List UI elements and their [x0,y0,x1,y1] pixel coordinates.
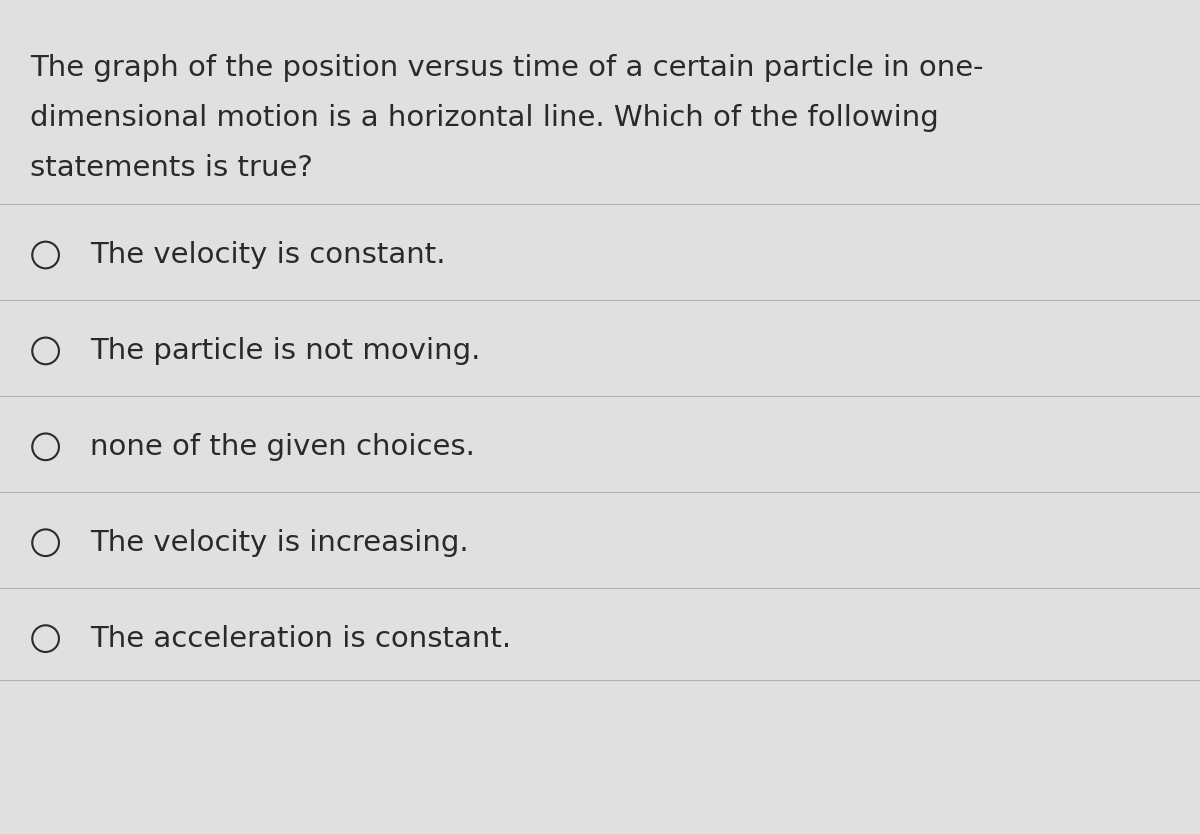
Text: dimensional motion is a horizontal line. Which of the following: dimensional motion is a horizontal line.… [30,104,938,133]
Text: The particle is not moving.: The particle is not moving. [90,337,480,365]
Text: none of the given choices.: none of the given choices. [90,433,475,461]
Text: The velocity is constant.: The velocity is constant. [90,241,445,269]
Text: statements is true?: statements is true? [30,154,313,183]
Text: The acceleration is constant.: The acceleration is constant. [90,625,511,653]
Text: The velocity is increasing.: The velocity is increasing. [90,529,469,557]
Text: The graph of the position versus time of a certain particle in one-: The graph of the position versus time of… [30,54,984,83]
